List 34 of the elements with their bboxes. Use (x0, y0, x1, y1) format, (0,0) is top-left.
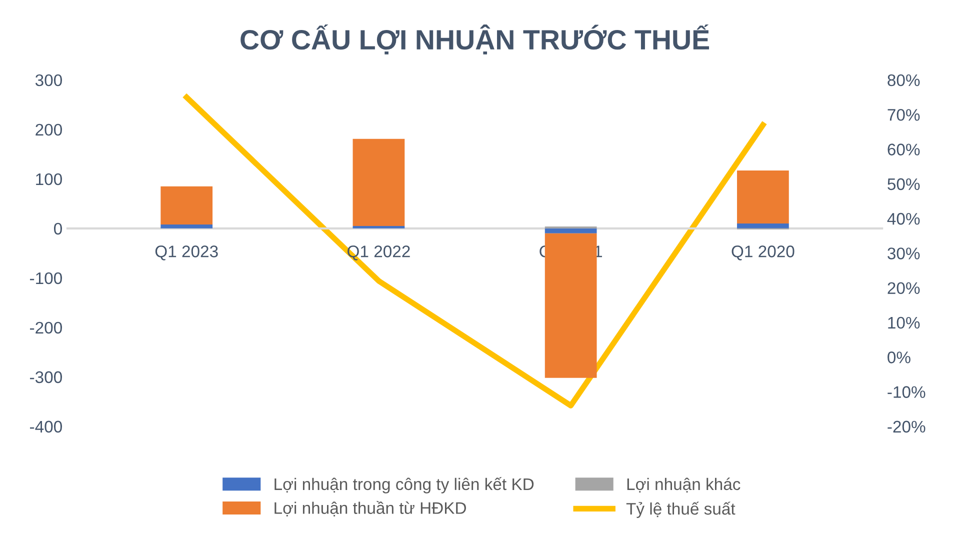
bar (160, 224, 213, 228)
bar (737, 223, 789, 228)
y2-tick-label: 10% (888, 316, 920, 329)
x-tick-label: Q1 2023 (155, 246, 218, 260)
y2-tick-label: 0% (888, 352, 910, 364)
y-tick-label: 100 (36, 173, 62, 186)
y2-tick-label: 20% (888, 282, 920, 294)
legend-label: Lợi nhuận khác (627, 478, 740, 492)
bar (352, 138, 405, 226)
y-tick-label: -100 (30, 272, 62, 284)
bar (544, 233, 597, 378)
y2-tick-label: -20% (888, 420, 926, 433)
bar (352, 226, 405, 228)
bar (160, 186, 213, 224)
x-tick-label: Q1 2020 (732, 246, 794, 260)
chart-title: CƠ CẤU LỢI NHUẬN TRƯỚC THUẾ (240, 24, 710, 54)
bar (737, 170, 789, 224)
legend-label: Lợi nhuận trong công ty liên kết KD (274, 477, 534, 494)
y2-tick-label: 60% (888, 144, 920, 156)
y2-tick-label: 80% (888, 74, 920, 86)
legend-label: Lợi nhuận thuần từ HĐKD (274, 501, 466, 516)
y-tick-label: 0 (54, 222, 62, 235)
y-tick-label: -400 (30, 420, 62, 433)
y2-tick-label: 50% (888, 178, 920, 190)
y-tick-label: -300 (30, 371, 62, 384)
y2-tick-label: 30% (888, 248, 920, 260)
legend-label: Tỷ lệ thuế suất (626, 502, 736, 518)
y2-tick-label: -10% (888, 386, 926, 398)
y2-tick-label: 70% (888, 108, 920, 121)
y-tick-label: 200 (36, 124, 62, 136)
bar (544, 228, 597, 234)
y2-tick-label: 40% (887, 212, 920, 225)
y-tick-label: 300 (35, 74, 62, 86)
y-tick-label: -200 (30, 322, 62, 334)
